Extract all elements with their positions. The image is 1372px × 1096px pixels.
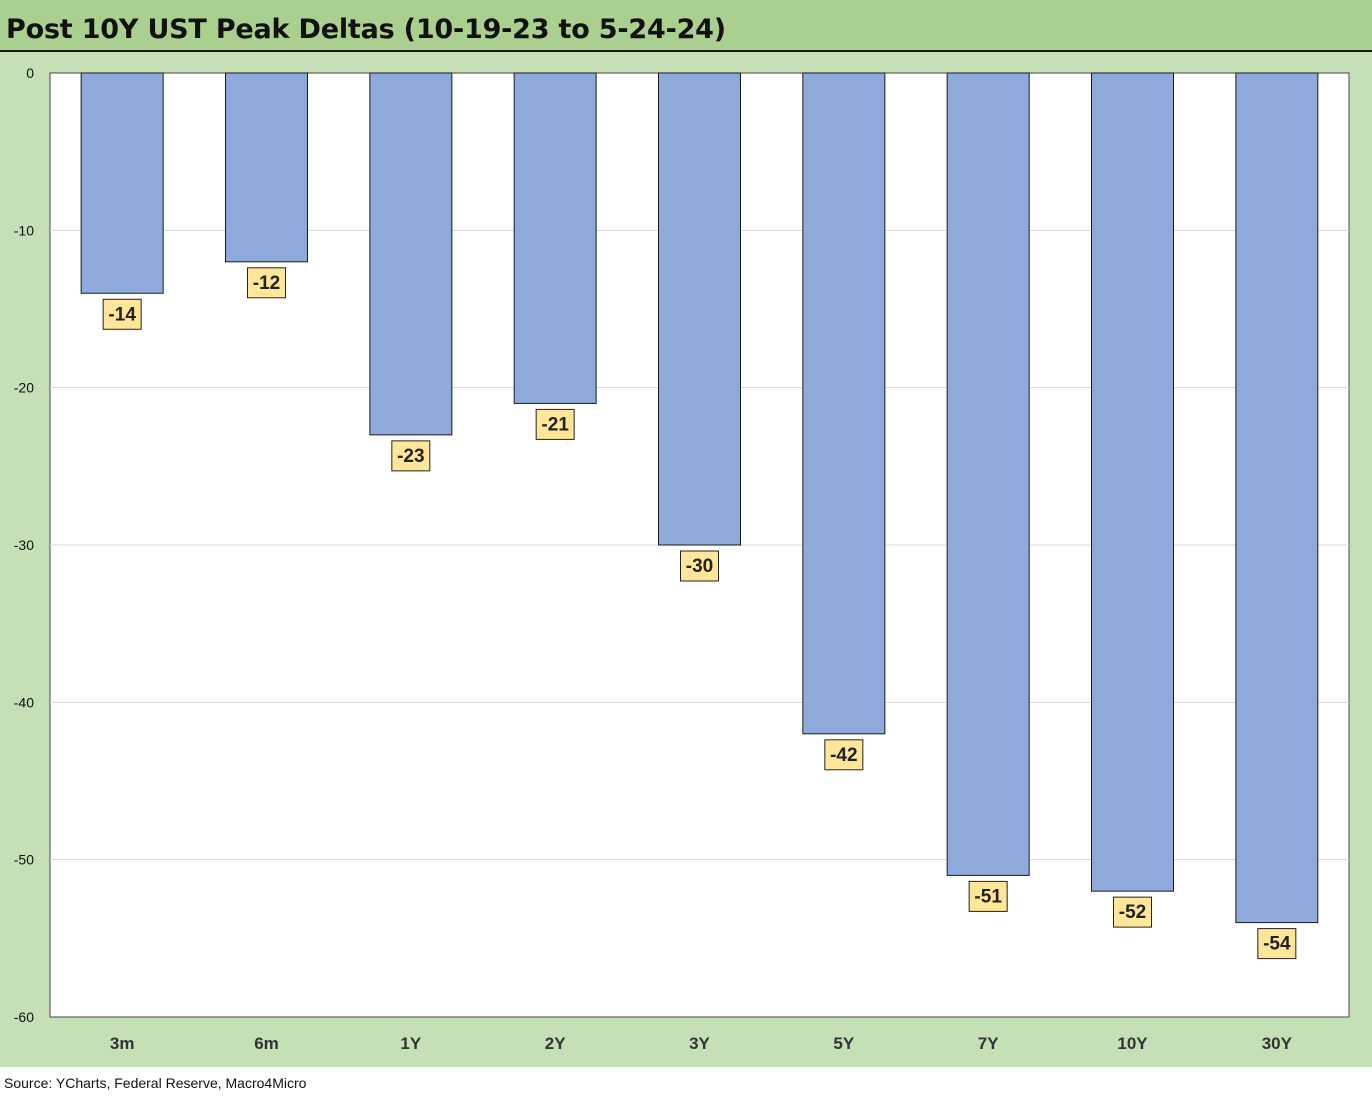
data-label-text: -42 (830, 745, 857, 766)
bar-1y (369, 72, 453, 436)
bar-7y (946, 72, 1030, 876)
data-label-text: -52 (1119, 902, 1146, 923)
bar-5y (802, 72, 886, 735)
data-label-box (102, 298, 142, 330)
data-label-2y: -21 (535, 408, 575, 440)
footer: Source: YCharts, Federal Reserve, Macro4… (0, 1067, 1372, 1096)
data-label-3m: -14 (102, 298, 142, 330)
data-label-1y: -23 (391, 440, 431, 472)
data-label-30y: -54 (1257, 928, 1297, 960)
x-tick-label: 1Y (400, 1034, 421, 1053)
data-label-3y: -30 (680, 550, 719, 582)
x-tick-label: 10Y (1117, 1034, 1148, 1053)
y-tick-label: -20 (14, 380, 34, 396)
data-label-text: -54 (1263, 934, 1291, 955)
data-label-box (824, 739, 864, 771)
data-label-box (535, 408, 575, 440)
x-tick-label: 3m (110, 1034, 135, 1053)
bar-3m (80, 72, 164, 294)
bar-6m (225, 72, 308, 263)
data-label-text: -23 (397, 446, 424, 467)
data-label-box (247, 267, 286, 299)
bar-chart: 0 -10 -20 -30 -40 -50 -60 -14 -12 -23 -21 -30 -42 -5… (14, 65, 1350, 1053)
x-tick-label: 7Y (978, 1034, 999, 1053)
x-tick-label: 3Y (689, 1034, 710, 1053)
y-tick-label: -30 (14, 537, 34, 553)
x-tick-label: 2Y (545, 1034, 566, 1053)
bar-30y (1235, 72, 1319, 924)
x-tick-label: 6m (254, 1034, 279, 1053)
bar-3y (658, 72, 741, 546)
data-label-text: -14 (108, 304, 136, 325)
data-label-box (1257, 928, 1297, 960)
y-tick-label: -40 (14, 694, 34, 710)
data-label-box (968, 880, 1008, 912)
y-tick-label: -60 (14, 1009, 34, 1025)
source-note: Source: YCharts, Federal Reserve, Macro4… (4, 1075, 307, 1091)
data-label-5y: -42 (824, 739, 864, 771)
y-tick-label: -50 (14, 852, 34, 868)
data-label-7y: -51 (968, 880, 1008, 912)
bar-2y (513, 72, 597, 404)
data-label-10y: -52 (1113, 896, 1152, 928)
y-axis-ticks: 0 -10 -20 -30 -40 -50 -60 (14, 65, 34, 1025)
chart-title: Post 10Y UST Peak Deltas (10-19-23 to 5-… (6, 14, 726, 45)
title-band: Post 10Y UST Peak Deltas (10-19-23 to 5-… (0, 0, 1372, 52)
data-labels: -14 -12 -23 -21 -30 -42 -51 -52 -54 (102, 267, 1297, 960)
data-label-6m: -12 (247, 267, 286, 299)
data-label-box (1113, 896, 1152, 928)
data-label-text: -30 (686, 556, 713, 577)
bars (80, 72, 1319, 924)
y-tick-label: -10 (14, 222, 34, 238)
data-label-text: -51 (974, 886, 1002, 907)
data-label-box (680, 550, 719, 582)
data-label-text: -21 (541, 414, 569, 435)
y-tick-label: 0 (26, 65, 34, 81)
data-label-box (391, 440, 431, 472)
x-tick-label: 30Y (1262, 1034, 1293, 1053)
x-tick-label: 5Y (833, 1034, 854, 1053)
data-label-text: -12 (253, 273, 280, 294)
x-axis-ticks: 3m 6m 1Y 2Y 3Y 5Y 7Y 10Y 30Y (110, 1034, 1293, 1053)
bar-10y (1091, 72, 1174, 892)
